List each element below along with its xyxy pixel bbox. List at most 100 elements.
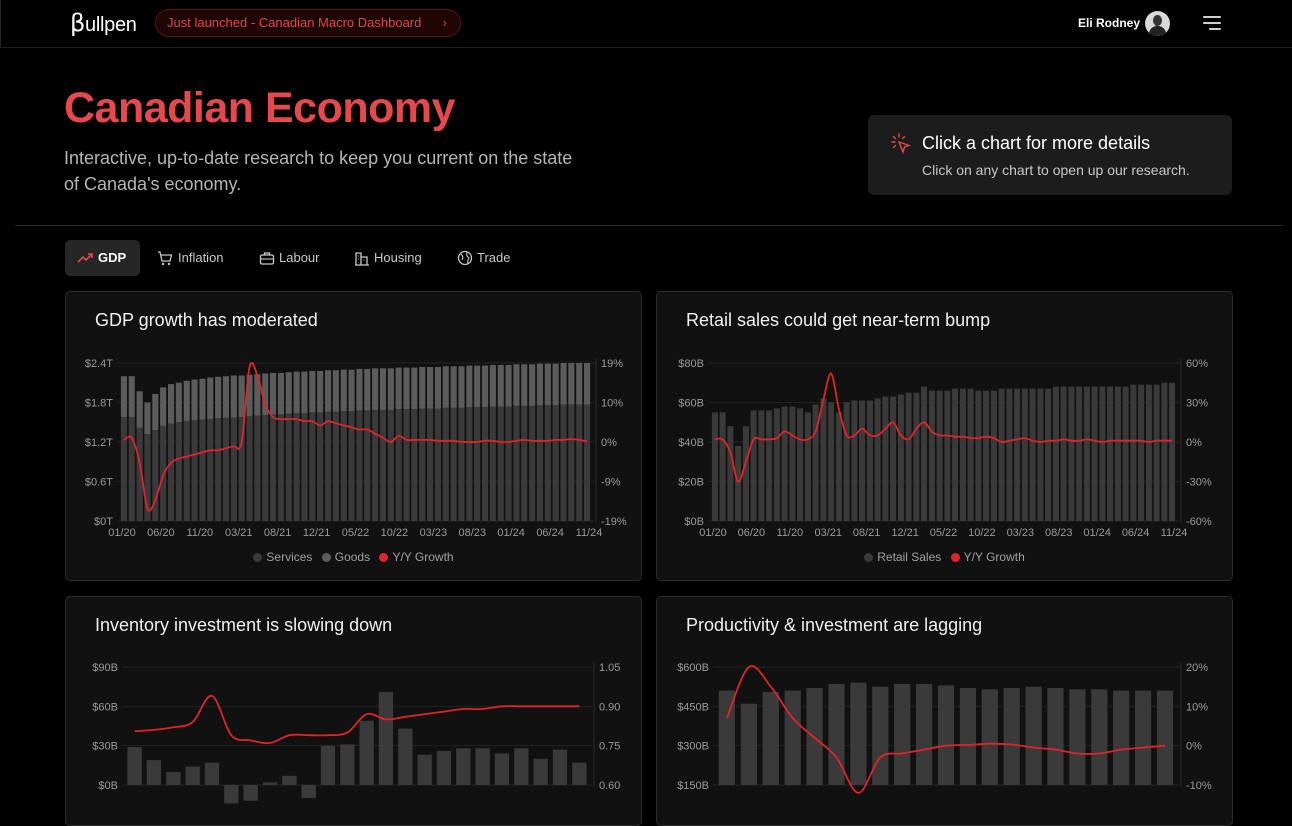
bar-retail-sales <box>1099 386 1106 521</box>
y-axis-right-tick-label: -10% <box>1186 780 1212 792</box>
user-name[interactable]: Eli Rodney <box>1078 16 1141 30</box>
retail-chart[interactable]: $0B -60% $20B -30% $40B 0% $60B 30% $80B 60% 01/20… <box>657 292 1233 581</box>
bar-retail-sales <box>1006 388 1013 521</box>
bar-services <box>207 419 214 521</box>
legend-item-goods[interactable]: Goods <box>321 550 370 564</box>
legend-item-services[interactable]: Services <box>253 550 312 564</box>
bar-investment <box>1135 690 1152 785</box>
bar-services <box>238 417 245 521</box>
bar-goods <box>325 370 332 412</box>
bar-services <box>215 418 222 521</box>
x-axis-tick-label: 03/23 <box>420 527 448 539</box>
y-axis-left-tick-label: $1.8T <box>85 398 113 410</box>
bar-goods <box>458 366 465 408</box>
tab-labour[interactable]: Labour <box>258 240 328 276</box>
chart-title: Productivity & investment are lagging <box>686 615 983 635</box>
bar-retail-sales <box>1145 384 1152 521</box>
bar-retail-sales <box>897 394 904 521</box>
avatar-head-shape <box>1153 15 1162 26</box>
legend-item-yy-growth[interactable]: Y/Y Growth <box>950 550 1025 564</box>
bullpen-logo[interactable]: βullpen <box>70 9 137 37</box>
bar-goods <box>482 365 489 408</box>
hint-text: Click on any chart to open up our resear… <box>922 162 1190 178</box>
x-axis-tick-label: 11/24 <box>1161 527 1188 539</box>
bar-services <box>513 405 520 521</box>
y-axis-left-tick-label: $30B <box>92 741 118 753</box>
x-axis-tick-label: 08/21 <box>264 527 292 539</box>
bar-services <box>199 419 206 521</box>
y-axis-right-tick-label: 0.90 <box>599 701 620 713</box>
bar-goods <box>144 402 151 435</box>
x-axis-tick-label: 11/20 <box>186 527 213 539</box>
y-axis-left-tick-label: $0.6T <box>85 477 113 489</box>
bar-services <box>434 408 441 521</box>
bar-goods <box>442 366 449 408</box>
tab-trade[interactable]: Trade <box>456 240 516 276</box>
bar-retail-sales <box>781 406 788 521</box>
bar-inventory-investment <box>166 771 181 785</box>
bar-investment <box>1025 686 1042 785</box>
bar-retail-sales <box>983 390 990 521</box>
globe-icon <box>457 250 473 266</box>
bar-inventory-investment <box>552 749 568 785</box>
bar-goods <box>466 365 473 408</box>
bar-services <box>293 413 300 521</box>
bar-retail-sales <box>866 400 873 521</box>
line-yy-growth <box>134 694 580 745</box>
tab-inflation[interactable]: Inflation <box>156 240 236 276</box>
bar-inventory-investment <box>533 758 548 785</box>
y-axis-left-tick-label: $150B <box>677 780 709 792</box>
legend-dot <box>253 553 263 562</box>
legend-item-yy-growth[interactable]: Y/Y Growth <box>379 550 454 564</box>
inventory-chart[interactable]: $0B 0.60 $30B 0.75 $60B 0.90 $90B 1.05 <box>66 597 642 826</box>
x-axis-tick-label: 01/20 <box>108 527 136 539</box>
x-axis-tick-label: 12/21 <box>891 527 919 539</box>
bar-goods <box>262 373 269 415</box>
bar-services <box>277 414 284 521</box>
bar-services <box>474 407 481 521</box>
bar-goods <box>207 377 214 419</box>
bar-retail-sales <box>1091 386 1098 521</box>
y-axis-left-tick-label: $20B <box>678 477 704 489</box>
legend-item-retail-sales[interactable]: Retail Sales <box>864 550 941 564</box>
bar-inventory-investment <box>359 720 374 785</box>
cart-icon <box>158 251 173 266</box>
bar-services <box>183 420 190 521</box>
bar-services <box>356 410 363 521</box>
bar-goods <box>521 364 528 406</box>
x-axis-tick-label: 11/24 <box>576 527 603 539</box>
bar-goods <box>152 393 159 431</box>
bar-services <box>246 416 253 521</box>
chevron-right-icon: › <box>442 15 447 30</box>
bar-goods <box>136 391 143 428</box>
chart-legend: Services Goods Y/Y Growth <box>66 550 641 564</box>
avatar[interactable] <box>1145 11 1170 36</box>
bar-goods <box>293 371 300 414</box>
tab-housing[interactable]: Housing <box>353 240 428 276</box>
bar-services <box>387 409 394 521</box>
bar-inventory-investment <box>320 745 336 785</box>
chart-card-productivity[interactable]: Productivity & investment are lagging $1… <box>656 596 1233 826</box>
chart-card-inventory[interactable]: Inventory investment is slowing down $0B… <box>65 596 642 826</box>
y-axis-right-tick-label: 0% <box>601 437 617 449</box>
bar-services <box>254 415 261 521</box>
chart-card-retail[interactable]: Retail sales could get near-term bump $0… <box>656 291 1233 581</box>
section-divider <box>15 225 1283 226</box>
bar-goods <box>222 376 229 418</box>
bar-goods <box>544 363 551 406</box>
gdp-chart[interactable]: $0T -19% $0.6T -9% $1.2T 0% $1.8T 10% $2.4T 19% 01… <box>66 292 642 581</box>
announcement-pill[interactable]: Just launched - Canadian Macro Dashboard… <box>155 9 461 37</box>
bar-goods <box>191 379 198 421</box>
bar-goods <box>372 368 379 410</box>
announcement-text: Just launched - Canadian Macro Dashboard <box>167 15 422 30</box>
bar-goods <box>505 365 512 407</box>
productivity-chart[interactable]: $150B -10% $300B 0% $450B 10% $600B 20% <box>657 597 1233 826</box>
bar-retail-sales <box>1122 386 1129 521</box>
chart-card-gdp[interactable]: GDP growth has moderated $0T -19% $0.6T -9%… <box>65 291 642 581</box>
hamburger-menu-icon[interactable] <box>1203 16 1221 30</box>
tab-gdp[interactable]: GDP <box>65 240 140 276</box>
bar-services <box>482 407 489 521</box>
x-axis-tick-label: 12/21 <box>303 527 331 539</box>
bar-services <box>529 405 536 521</box>
bar-goods <box>379 368 386 410</box>
